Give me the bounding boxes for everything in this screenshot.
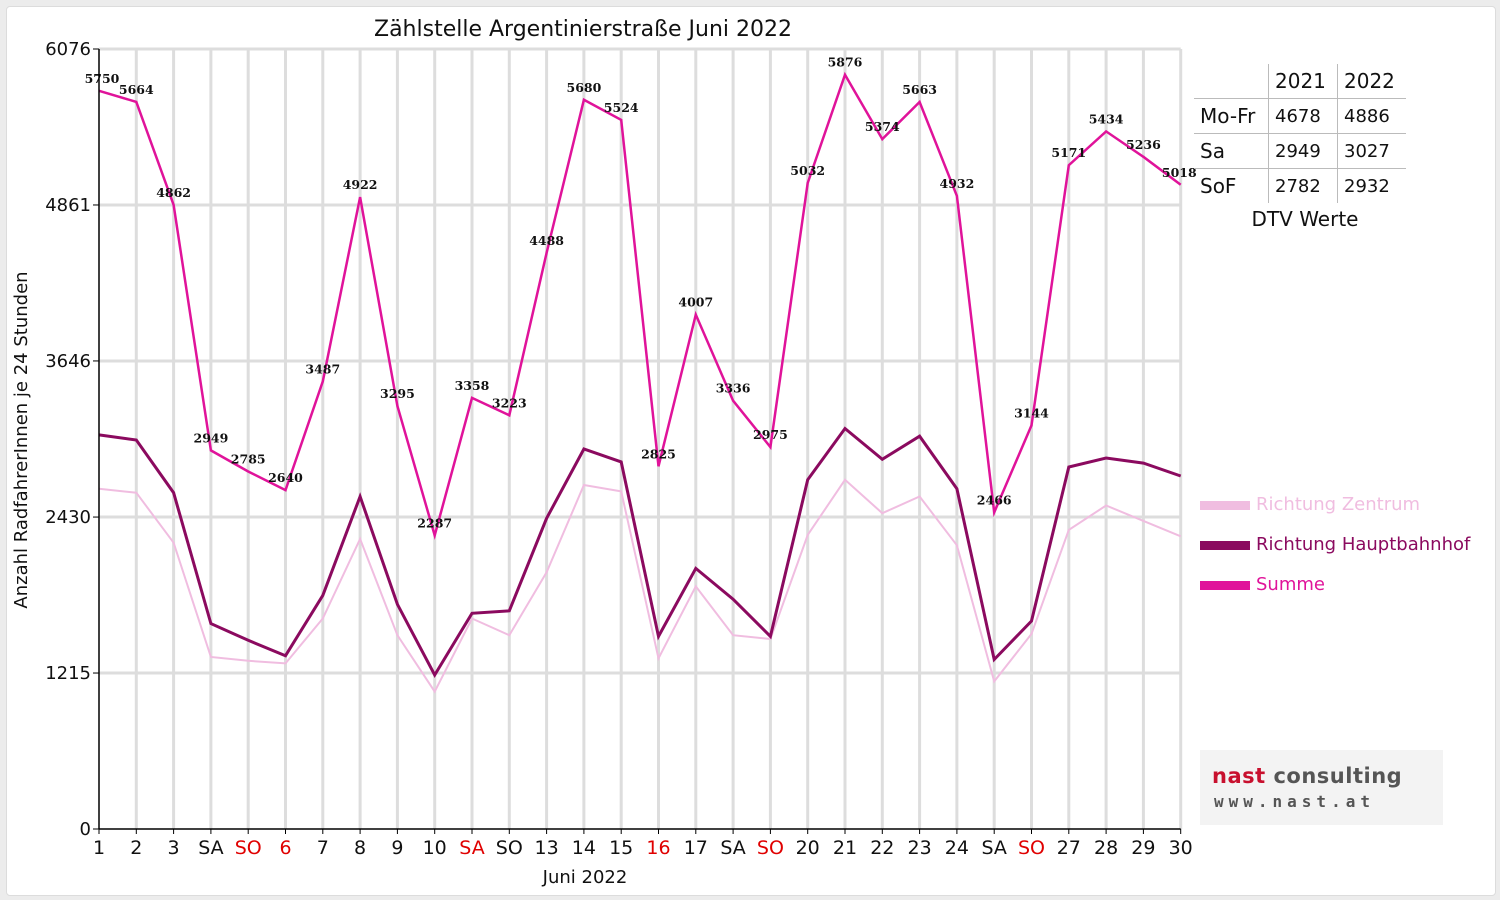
data-label: 5876 (828, 55, 863, 70)
x-tick-label: 17 (684, 837, 708, 859)
x-tick-label: 28 (1094, 837, 1118, 859)
y-tick-label: 4861 (45, 195, 91, 216)
data-label: 3336 (716, 381, 751, 396)
legend-swatch (1200, 580, 1250, 590)
legend-label: Richtung Hauptbahnhof (1256, 534, 1471, 555)
data-label: 2949 (194, 430, 229, 445)
data-label: 4922 (343, 177, 378, 192)
dtv-col-2021: 2021 (1268, 64, 1338, 99)
data-label: 2975 (753, 427, 788, 442)
data-label: 5750 (85, 71, 120, 86)
x-tick-label: 21 (833, 837, 857, 859)
x-tick-label: 29 (1131, 837, 1155, 859)
x-tick-label: 13 (535, 837, 559, 859)
dtv-col-2022: 2022 (1337, 64, 1406, 99)
logo-wordmark: nast consulting (1212, 764, 1403, 788)
dtv-cell: 4678 (1268, 98, 1338, 134)
legend-label: Summe (1256, 574, 1325, 595)
x-tick-label: 24 (945, 837, 969, 859)
x-tick-label: 14 (572, 837, 596, 859)
x-tick-label: 1 (93, 837, 105, 859)
y-axis-label: Anzahl RadfahrerInnen je 24 Stunden (11, 271, 32, 608)
legend-item-zentrum: Richtung Zentrum (1200, 494, 1420, 515)
y-tick-label: 6076 (45, 39, 91, 60)
y-tick-label: 2430 (45, 507, 91, 528)
data-label: 3144 (1014, 405, 1049, 420)
dtv-corner (1194, 64, 1269, 99)
data-label: 5171 (1051, 145, 1086, 160)
legend-item-summe: Summe (1200, 574, 1325, 595)
data-label: 5680 (567, 80, 602, 95)
x-tick-label: 15 (609, 837, 633, 859)
series-line-richtung-hauptbahnhof (98, 426, 1182, 679)
dtv-row-label: Mo-Fr (1194, 98, 1269, 134)
data-label: 4862 (156, 185, 191, 200)
x-tick-label: 10 (423, 837, 447, 859)
data-label: 3295 (380, 386, 415, 401)
data-label: 4007 (678, 295, 713, 310)
data-label: 2785 (231, 451, 266, 466)
data-label: 5032 (790, 163, 825, 178)
dtv-cell: 2782 (1268, 168, 1338, 203)
legend-swatch (1200, 500, 1250, 510)
dtv-cell: 4886 (1337, 98, 1406, 134)
legend-swatch (1200, 540, 1250, 550)
x-tick-label: SO (757, 837, 784, 859)
x-tick-label: 2 (130, 837, 142, 859)
legend-item-hauptbahnhof: Richtung Hauptbahnhof (1200, 534, 1470, 555)
y-tick-label: 0 (80, 819, 91, 840)
data-label: 5664 (119, 82, 154, 97)
data-label: 2287 (417, 515, 452, 530)
x-tick-label: 20 (796, 837, 820, 859)
x-tick-label: SO (496, 837, 523, 859)
data-label: 5524 (604, 100, 639, 115)
data-label: 2825 (641, 446, 676, 461)
data-label: 2640 (268, 470, 303, 485)
data-label: 4932 (940, 176, 975, 191)
chart-title: Zählstelle Argentinierstraße Juni 2022 (374, 17, 792, 42)
series-line-richtung-zentrum (98, 478, 1182, 694)
data-label: 5236 (1126, 137, 1161, 152)
dtv-caption: DTV Werte (1251, 207, 1359, 231)
x-tick-label: SO (235, 837, 262, 859)
x-tick-label: 8 (354, 837, 366, 859)
x-tick-label: SA (981, 837, 1006, 859)
logo-url: www.nast.at (1214, 792, 1375, 811)
data-label: 3223 (492, 395, 527, 410)
x-tick-label: 7 (317, 837, 329, 859)
data-label: 5434 (1089, 111, 1124, 126)
data-label: 5374 (865, 119, 900, 134)
dtv-row-label: SoF (1194, 168, 1269, 203)
dtv-row-label: Sa (1194, 133, 1269, 169)
y-tick-label: 3646 (45, 351, 91, 372)
x-tick-label: 9 (391, 837, 403, 859)
data-label: 2466 (977, 492, 1012, 507)
data-label: 3487 (305, 361, 340, 376)
x-axis-label: Juni 2022 (542, 867, 628, 888)
data-label: 4488 (529, 233, 564, 248)
x-tick-label: SO (1018, 837, 1045, 859)
nast-consulting-logo: nast consulting www.nast.at (1200, 750, 1443, 825)
dtv-cell: 2949 (1268, 133, 1338, 169)
x-tick-label: 30 (1169, 837, 1193, 859)
y-tick-label: 1215 (45, 663, 91, 684)
x-tick-label: 6 (279, 837, 291, 859)
x-tick-label: SA (198, 837, 223, 859)
data-label: 5663 (902, 82, 937, 97)
x-tick-label: SA (720, 837, 745, 859)
x-tick-label: 23 (908, 837, 932, 859)
x-tick-label: 27 (1057, 837, 1081, 859)
dtv-table: 2021 2022 Mo-Fr 4678 4886 Sa 2949 3027 S… (1194, 64, 1406, 231)
dtv-cell: 3027 (1337, 133, 1406, 169)
x-tick-label: SA (459, 837, 484, 859)
data-label: 5018 (1162, 165, 1197, 180)
x-tick-label: 16 (646, 837, 670, 859)
x-tick-label: 3 (168, 837, 180, 859)
legend-label: Richtung Zentrum (1256, 494, 1421, 515)
series-line-summe (98, 71, 1182, 541)
dtv-cell: 2932 (1337, 168, 1406, 203)
x-tick-label: 22 (870, 837, 894, 859)
data-label: 3358 (455, 378, 490, 393)
